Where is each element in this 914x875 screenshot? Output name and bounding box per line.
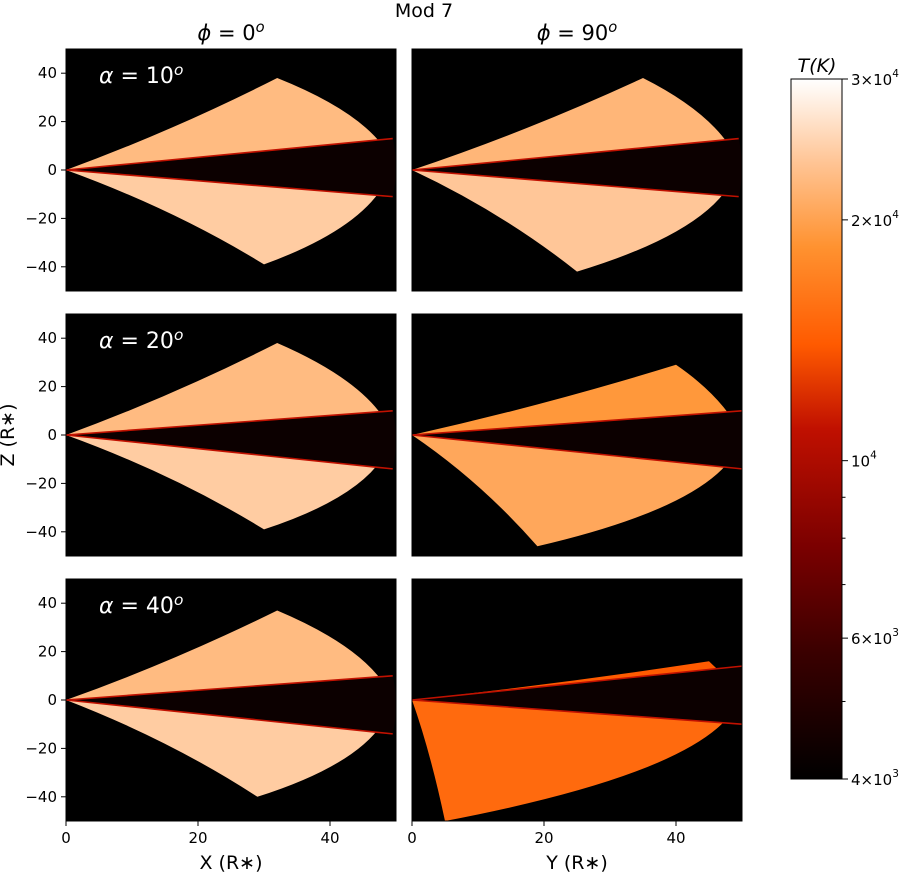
- y-tick-label: 40: [38, 594, 57, 612]
- upper-wind-region: [66, 343, 393, 435]
- disk-region: [66, 410, 396, 469]
- disk-region: [412, 410, 742, 469]
- colorbar-tick-label: 2×104: [851, 209, 899, 230]
- x-tick-label: 40: [666, 829, 685, 847]
- disk-lower-boundary: [412, 699, 742, 725]
- upper-wind-region: [66, 610, 393, 700]
- y-tick-label: 0: [47, 426, 57, 444]
- y-tick-label: −20: [25, 739, 57, 757]
- disk-region: [66, 675, 396, 734]
- disk-lower-boundary: [66, 169, 393, 198]
- column-titles: ϕ = 0o ϕ = 90o: [197, 19, 617, 45]
- disk-upper-boundary: [66, 137, 393, 171]
- disk-lower-boundary: [412, 434, 742, 470]
- y-tick-label: 20: [38, 378, 57, 396]
- colorbar-gradient-bar: [790, 78, 843, 780]
- panel-row-label-0: α = 10o: [99, 61, 183, 89]
- panel-frame: [411, 578, 743, 822]
- panel-frame: [411, 48, 743, 292]
- panel-row-label-2: α = 40o: [99, 591, 183, 619]
- lower-wind-region: [412, 435, 742, 547]
- disk-lower-boundary: [66, 434, 393, 470]
- y-tick-label: −20: [25, 209, 57, 227]
- x-axis-label-right: Y (R∗): [545, 852, 608, 874]
- disk-upper-boundary: [412, 410, 742, 436]
- disk-lower-boundary: [412, 169, 739, 198]
- x-axis-label-left: X (R∗): [199, 852, 262, 874]
- panel-r1-c0: 40 20 0 −20 −40 α = 20o: [25, 313, 397, 557]
- disk-upper-boundary: [66, 675, 393, 701]
- y-axis-label: Z (R∗): [0, 403, 19, 466]
- y-tick-label: −40: [25, 258, 57, 276]
- disk-upper-boundary: [412, 665, 742, 701]
- colorbar: T(K) 3×104 2×104 104 6×103 4×103: [790, 55, 899, 789]
- y-tick-label: −40: [25, 788, 57, 806]
- x-tick-label: 40: [320, 829, 339, 847]
- lower-wind-region: [412, 690, 742, 821]
- panel-grid: 40 20 0 −20 −40 α = 10o 40 20 0 −20 −40 α = 20o 40 20…: [25, 48, 743, 847]
- y-tick-label: 0: [47, 691, 57, 709]
- colorbar-tick-label: 3×104: [851, 68, 899, 89]
- x-tick-label: 20: [534, 829, 553, 847]
- disk-lower-boundary: [66, 699, 393, 735]
- disk-region: [412, 666, 742, 725]
- column-title-0: ϕ = 0o: [197, 19, 264, 45]
- x-tick-label: 20: [188, 829, 207, 847]
- y-tick-label: 40: [38, 329, 57, 347]
- colorbar-tick-label: 6×103: [851, 627, 899, 648]
- x-tick-label: 0: [407, 829, 417, 847]
- disk-region: [412, 138, 742, 197]
- panel-row-label-1: α = 20o: [99, 326, 183, 354]
- panel-frame: [411, 313, 743, 557]
- colorbar-tick-label: 104: [851, 450, 877, 471]
- x-tick-label: 0: [61, 829, 71, 847]
- y-tick-label: 20: [38, 113, 57, 131]
- panel-r0-c1: [411, 48, 743, 292]
- y-tick-label: −20: [25, 474, 57, 492]
- y-tick-label: 20: [38, 643, 57, 661]
- disk-upper-boundary: [412, 137, 739, 171]
- y-tick-label: 0: [47, 161, 57, 179]
- colorbar-tick-label: 4×103: [851, 768, 899, 789]
- colorbar-ticks: 3×104 2×104 104 6×103 4×103: [842, 68, 899, 789]
- column-title-1: ϕ = 90o: [537, 19, 618, 45]
- disk-upper-boundary: [66, 410, 393, 436]
- figure-title: Mod 7: [395, 0, 453, 22]
- panel-r2-c0: 40 20 0 −20 −40 α = 40o 0 20 40: [25, 578, 397, 847]
- panel-r1-c1: [411, 313, 743, 557]
- panel-r2-c1: 0 20 40: [407, 578, 743, 847]
- y-tick-label: −40: [25, 523, 57, 541]
- panel-r0-c0: 40 20 0 −20 −40 α = 10o: [25, 48, 397, 292]
- disk-region: [66, 138, 396, 197]
- colorbar-label: T(K): [798, 55, 837, 77]
- y-tick-label: 40: [38, 64, 57, 82]
